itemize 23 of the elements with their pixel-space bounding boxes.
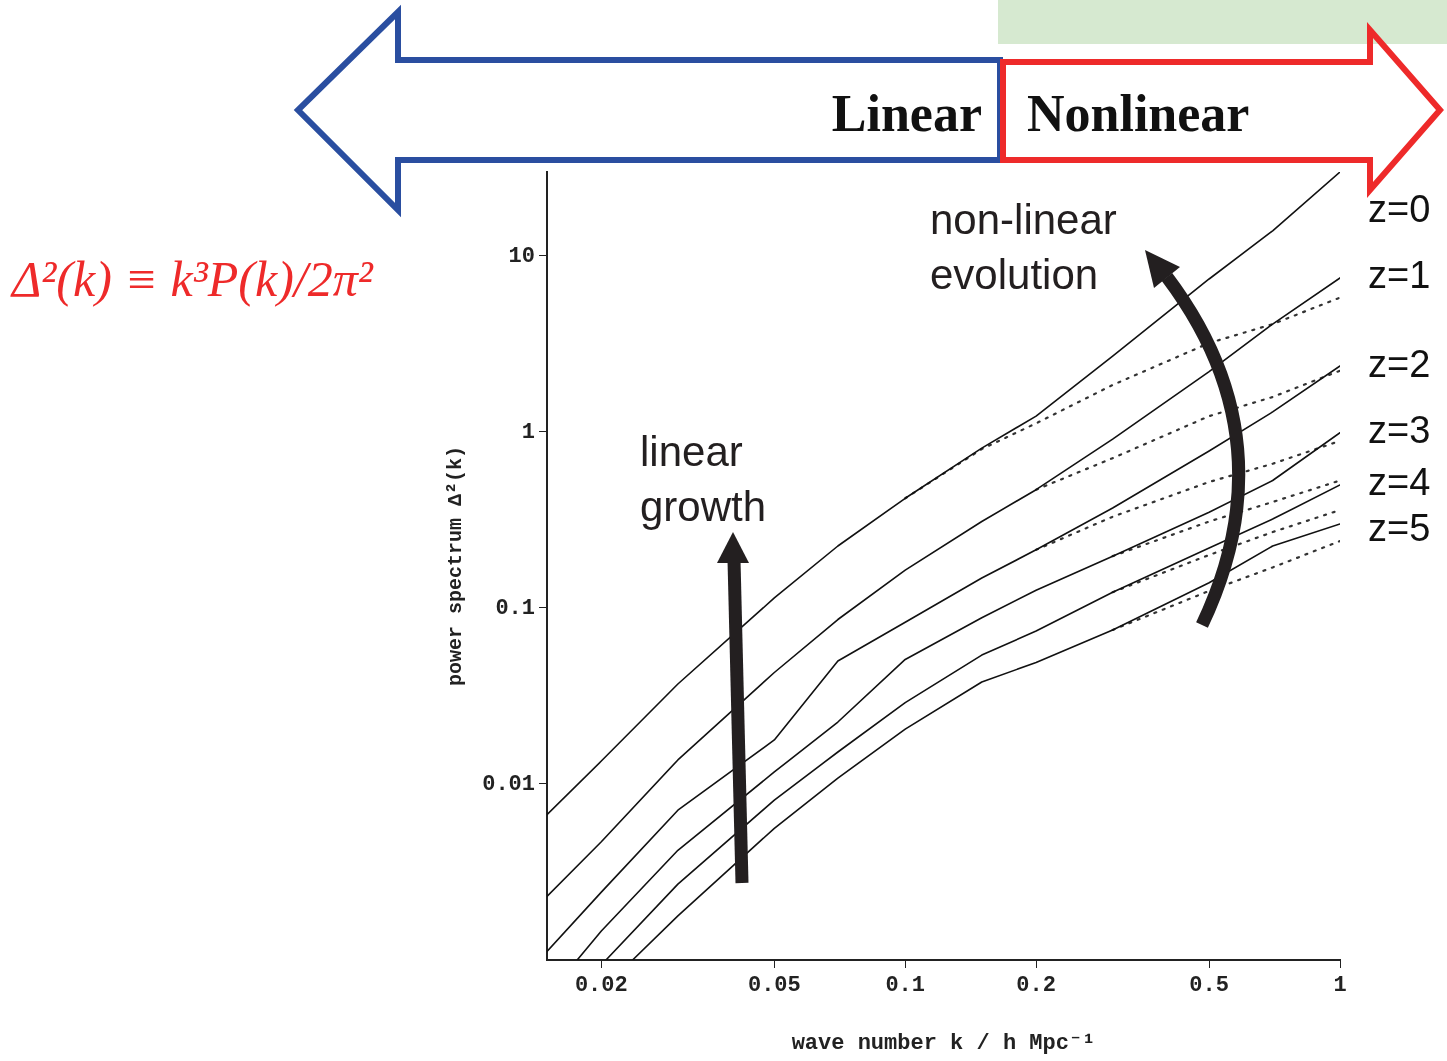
x-tick-label: 0.2 — [1016, 972, 1056, 998]
y-tick-label: 1 — [521, 419, 535, 445]
series-label: z=2 — [1368, 342, 1431, 385]
series-label: z=5 — [1368, 507, 1431, 550]
y-tick-label: 0.1 — [495, 595, 535, 621]
annotation: linear growth — [640, 427, 768, 532]
annotation: non-linear evolution — [930, 195, 1118, 300]
series-label: z=0 — [1368, 188, 1431, 231]
text: Linear — [831, 84, 982, 143]
text: Δ²(k) ≡ k³P(k)/2π² — [12, 250, 373, 308]
x-tick-label: 0.5 — [1189, 972, 1229, 998]
y-tick-label: 0.01 — [482, 771, 535, 797]
x-tick-label: 0.1 — [885, 972, 926, 998]
text: Nonlinear — [1027, 84, 1250, 143]
series-label: z=1 — [1368, 254, 1431, 297]
y-axis-title: power spectrum Δ²(k) — [444, 445, 468, 687]
x-axis-title: wave number k / h Mpc⁻¹ — [791, 1031, 1096, 1057]
x-tick-label: 1 — [1333, 972, 1347, 998]
y-tick-label: 10 — [508, 243, 535, 269]
x-tick-label: 0.05 — [747, 972, 801, 998]
x-tick-label: 0.02 — [574, 972, 628, 998]
series-label: z=3 — [1368, 409, 1431, 452]
series-label: z=4 — [1368, 461, 1431, 504]
